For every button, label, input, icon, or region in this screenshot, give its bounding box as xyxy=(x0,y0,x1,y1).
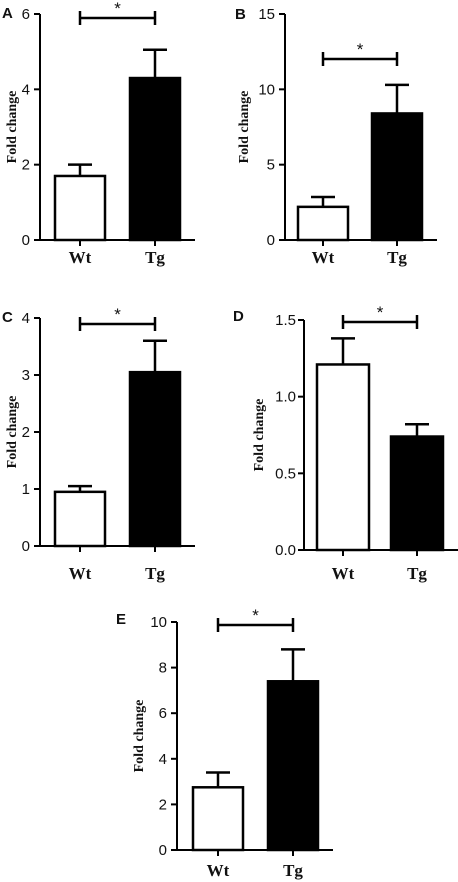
y-tick-label: 4 xyxy=(22,310,30,327)
significance-star: * xyxy=(252,606,259,625)
y-tick-label: 1.0 xyxy=(275,389,296,406)
significance-star: * xyxy=(377,303,384,322)
y-axis-title: Fold change xyxy=(132,700,147,773)
bar-tg xyxy=(128,370,182,548)
significance-star: * xyxy=(114,0,121,18)
category-label-tg: Tg xyxy=(145,248,165,267)
y-axis-title: Fold change xyxy=(5,396,20,469)
panel-letter: B xyxy=(235,6,246,23)
panel-b: B 0 5 10 15 Wt Tg Fold change * xyxy=(235,6,437,267)
y-tick-label: 10 xyxy=(150,614,167,631)
bar-wt xyxy=(53,174,107,242)
category-label-wt: Wt xyxy=(69,248,92,267)
y-axis-title: Fold change xyxy=(252,399,267,472)
y-tick-label: 4 xyxy=(22,81,30,98)
bar-wt xyxy=(296,205,350,242)
y-tick-label: 6 xyxy=(22,6,30,23)
y-tick-label: 0.0 xyxy=(275,542,296,559)
bar-tg xyxy=(389,435,445,552)
bar-tg xyxy=(266,680,320,852)
bar-tg xyxy=(128,76,182,242)
category-label-tg: Tg xyxy=(387,248,407,267)
y-tick-label: 3 xyxy=(22,367,30,384)
category-label-wt: Wt xyxy=(69,564,92,583)
y-tick-label: 1 xyxy=(22,481,30,498)
bar-tg xyxy=(370,112,424,242)
panel-letter: C xyxy=(2,309,13,326)
panel-c: C 0 1 2 3 4 Wt Tg Fold change * xyxy=(2,305,195,583)
panel-letter: E xyxy=(116,611,126,628)
y-tick-label: 10 xyxy=(258,81,275,98)
category-label-tg: Tg xyxy=(145,564,165,583)
panel-e: E 0 2 4 6 8 10 Wt Tg Fold change * xyxy=(116,606,333,880)
y-tick-label: 0 xyxy=(267,232,275,249)
category-label-wt: Wt xyxy=(207,861,230,880)
y-tick-label: 2 xyxy=(22,157,30,174)
y-tick-label: 8 xyxy=(159,660,167,677)
significance-star: * xyxy=(357,40,364,59)
category-label-tg: Tg xyxy=(407,564,427,583)
panel-letter: D xyxy=(233,308,244,325)
bar-wt xyxy=(191,786,245,852)
y-axis-title: Fold change xyxy=(237,91,252,164)
panel-d: D 0.0 0.5 1.0 1.5 Wt Tg Fold change * xyxy=(233,303,458,583)
bar-wt xyxy=(315,363,371,552)
y-tick-label: 0.5 xyxy=(275,465,296,482)
y-tick-label: 0 xyxy=(22,538,30,555)
y-tick-label: 1.5 xyxy=(275,312,296,329)
y-tick-label: 5 xyxy=(267,157,275,174)
y-axis-title: Fold change xyxy=(5,91,20,164)
bar-wt xyxy=(53,490,107,548)
y-tick-label: 2 xyxy=(22,424,30,441)
category-label-tg: Tg xyxy=(283,861,303,880)
y-tick-label: 15 xyxy=(258,6,275,23)
y-tick-label: 0 xyxy=(159,842,167,859)
significance-star: * xyxy=(114,305,121,324)
y-tick-label: 6 xyxy=(159,705,167,722)
category-label-wt: Wt xyxy=(312,248,335,267)
category-label-wt: Wt xyxy=(332,564,355,583)
y-tick-label: 2 xyxy=(159,796,167,813)
y-tick-label: 4 xyxy=(159,751,167,768)
panel-a: A 0 2 4 6 Wt Tg Fold change * xyxy=(2,0,195,267)
y-tick-label: 0 xyxy=(22,232,30,249)
panel-letter: A xyxy=(2,5,13,22)
